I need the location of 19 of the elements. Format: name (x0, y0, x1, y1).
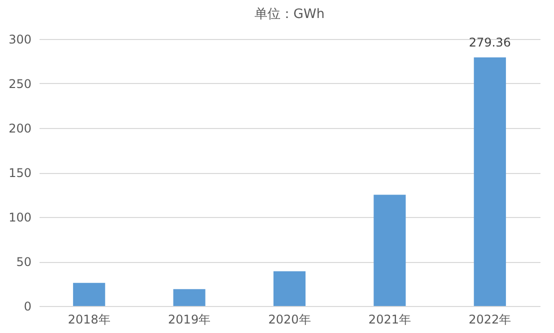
bar (73, 282, 106, 306)
y-tick-label: 150 (8, 166, 32, 180)
bar (374, 194, 406, 306)
y-tick-label: 0 (24, 300, 32, 314)
chart-title: 单位：GWh (254, 7, 325, 22)
y-tick-label: 50 (16, 255, 32, 269)
x-tick-label: 2021年 (368, 312, 411, 326)
x-tick-label: 2019年 (168, 312, 211, 326)
x-tick-label: 2022年 (468, 312, 512, 326)
bar (273, 271, 306, 306)
data-label: 279.36 (468, 35, 511, 50)
bar (173, 289, 206, 306)
bar (474, 57, 506, 306)
x-tick-label: 2020年 (268, 312, 311, 326)
y-tick-label: 300 (8, 32, 32, 46)
y-tick-label: 250 (8, 77, 32, 91)
y-tick-label: 100 (8, 210, 32, 224)
x-tick-label: 2018年 (68, 312, 110, 326)
y-tick-label: 200 (8, 122, 32, 136)
